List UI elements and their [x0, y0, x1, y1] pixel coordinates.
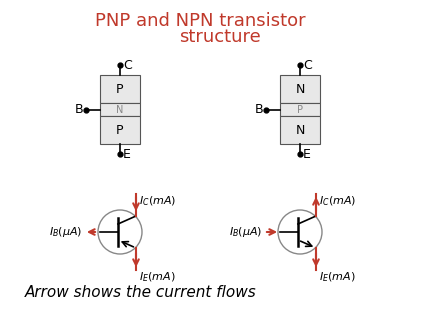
Text: Arrow shows the current flows: Arrow shows the current flows [25, 285, 256, 300]
Text: $I_E(mA)$: $I_E(mA)$ [139, 270, 176, 284]
Bar [100, 116, 140, 144]
Bar [279, 103, 319, 116]
Text: $I_C(mA)$: $I_C(mA)$ [139, 194, 176, 208]
Bar [100, 103, 140, 116]
Text: E: E [123, 148, 130, 161]
Text: PNP and NPN transistor: PNP and NPN transistor [95, 12, 305, 30]
Text: N: N [295, 83, 304, 95]
Text: N: N [295, 124, 304, 137]
Text: B: B [254, 103, 262, 116]
Text: B: B [74, 103, 83, 116]
Text: N: N [116, 105, 124, 115]
Bar [279, 75, 319, 103]
Text: P: P [116, 124, 124, 137]
Text: $I_B(\mu A)$: $I_B(\mu A)$ [49, 225, 82, 239]
Bar [100, 75, 140, 103]
Text: $I_C(mA)$: $I_C(mA)$ [318, 194, 355, 208]
Text: C: C [302, 59, 311, 71]
Text: C: C [123, 59, 132, 71]
Text: E: E [302, 148, 310, 161]
Text: structure: structure [178, 28, 260, 46]
Bar [279, 116, 319, 144]
Text: P: P [116, 83, 124, 95]
Text: $I_B(\mu A)$: $I_B(\mu A)$ [228, 225, 262, 239]
Text: $I_E(mA)$: $I_E(mA)$ [318, 270, 355, 284]
Text: P: P [296, 105, 302, 115]
